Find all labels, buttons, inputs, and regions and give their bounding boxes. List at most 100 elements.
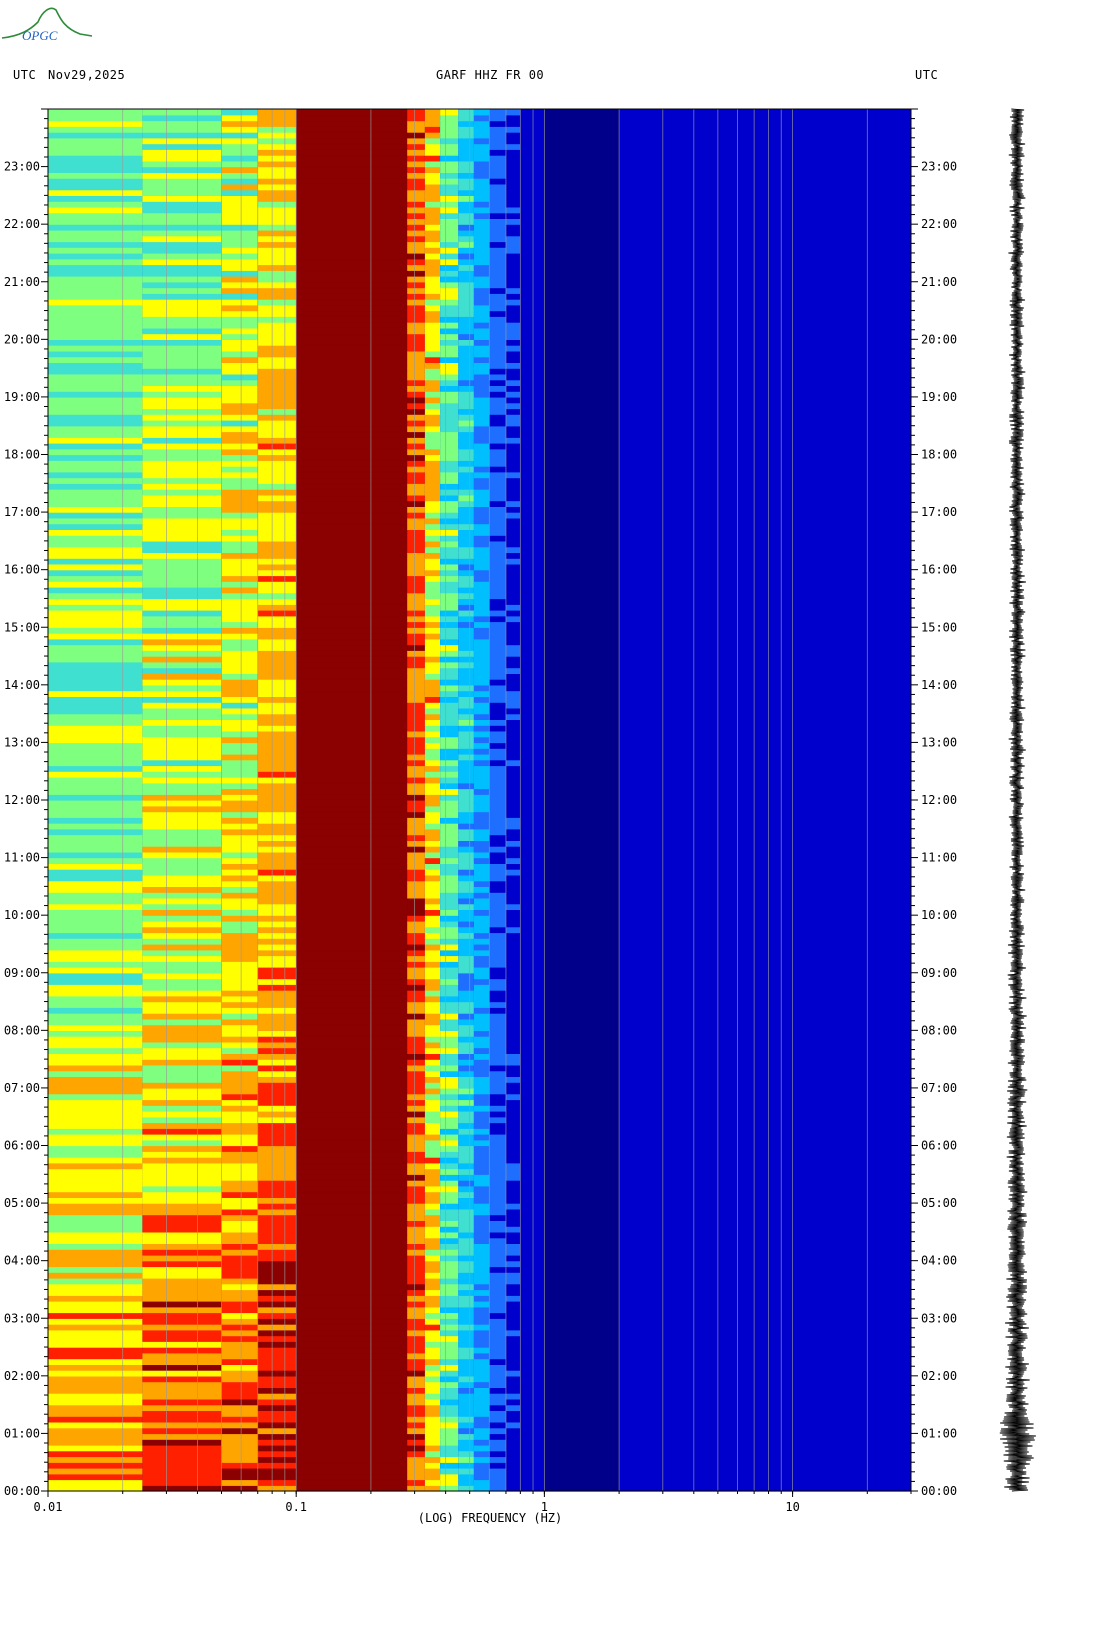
spectrogram-cell	[407, 1087, 425, 1095]
spectrogram-cell	[489, 201, 506, 208]
spectrogram-cell	[296, 402, 408, 410]
spectrogram-cell	[520, 500, 545, 507]
spectrogram-cell	[619, 1018, 911, 1026]
spectrogram-cell	[489, 1087, 506, 1095]
spectrogram-cell	[142, 1295, 222, 1302]
spectrogram-cell	[489, 598, 506, 605]
spectrogram-cell	[489, 1398, 506, 1406]
spectrogram-cell	[458, 247, 474, 254]
spectrogram-cell	[505, 1312, 521, 1319]
spectrogram-cell	[505, 1087, 521, 1095]
spectrogram-cell	[296, 425, 408, 433]
spectrogram-cell	[257, 137, 297, 145]
spectrogram-cell	[407, 345, 425, 352]
spectrogram-cell	[221, 1324, 258, 1331]
spectrogram-cell	[48, 402, 143, 410]
spectrogram-cell	[142, 1237, 222, 1244]
spectrogram-cell	[221, 656, 258, 663]
spectrogram-cell	[296, 1053, 408, 1060]
spectrogram-cell	[489, 437, 506, 444]
spectrogram-cell	[619, 132, 911, 139]
spectrogram-cell	[296, 1001, 408, 1008]
spectrogram-cell	[440, 500, 459, 507]
spectrogram-cell	[440, 1105, 459, 1112]
spectrogram-cell	[520, 1352, 545, 1360]
spectrogram-cell	[48, 114, 143, 122]
spectrogram-cell	[544, 546, 620, 553]
spectrogram-cell	[407, 512, 425, 519]
spectrogram-cell	[142, 1427, 222, 1435]
spectrogram-cell	[505, 1272, 521, 1279]
spectrogram-cell	[407, 1277, 425, 1285]
spectrogram-cell	[407, 183, 425, 191]
spectrogram-cell	[544, 1272, 620, 1279]
spectrogram-cell	[473, 1387, 490, 1394]
spectrogram-cell	[407, 126, 425, 133]
spectrogram-cell	[440, 1220, 459, 1227]
spectrogram-cell	[257, 1197, 297, 1204]
spectrogram-cell	[424, 166, 441, 173]
y-tick-label-left: 23:00	[4, 160, 40, 174]
spectrogram-cell	[257, 212, 297, 219]
spectrogram-cell	[296, 477, 408, 484]
spectrogram-cell	[458, 920, 474, 928]
spectrogram-cell	[407, 1001, 425, 1008]
spectrogram-cell	[221, 1041, 258, 1049]
spectrogram-cell	[440, 201, 459, 208]
spectrogram-cell	[520, 1433, 545, 1440]
spectrogram-cell	[489, 529, 506, 536]
spectrogram-cell	[544, 581, 620, 588]
spectrogram-cell	[407, 1024, 425, 1031]
spectrogram-cell	[458, 454, 474, 461]
spectrogram-cell	[473, 1070, 490, 1077]
spectrogram-cell	[489, 1099, 506, 1106]
spectrogram-cell	[544, 863, 620, 870]
spectrogram-cell	[458, 610, 474, 617]
spectrogram-cell	[544, 431, 620, 438]
spectrogram-cell	[440, 679, 459, 686]
spectrogram-cell	[424, 1450, 441, 1458]
spectrogram-cell	[221, 955, 258, 962]
spectrogram-cell	[407, 299, 425, 306]
spectrogram-cell	[520, 264, 545, 271]
spectrogram-cell	[296, 1352, 408, 1360]
spectrogram-cell	[48, 1105, 143, 1112]
spectrogram-cell	[505, 1444, 521, 1452]
spectrogram-cell	[48, 961, 143, 968]
spectrogram-cell	[424, 586, 441, 594]
spectrogram-cell	[619, 368, 911, 375]
spectrogram-cell	[544, 1105, 620, 1112]
spectrogram-cell	[619, 869, 911, 876]
spectrogram-cell	[544, 794, 620, 801]
spectrogram-cell	[48, 1162, 143, 1170]
spectrogram-cell	[424, 748, 441, 755]
spectrogram-cell	[619, 327, 911, 335]
spectrogram-cell	[142, 454, 222, 461]
spectrogram-cell	[458, 437, 474, 444]
spectrogram-cell	[407, 1093, 425, 1101]
spectrogram-cell	[489, 333, 506, 340]
spectrogram-cell	[221, 736, 258, 744]
spectrogram-cell	[296, 707, 408, 715]
spectrogram-cell	[544, 1041, 620, 1049]
spectrogram-cell	[520, 1312, 545, 1319]
spectrogram-cell	[424, 972, 441, 980]
spectrogram-cell	[424, 851, 441, 859]
spectrogram-cell	[407, 1410, 425, 1417]
spectrogram-cell	[142, 834, 222, 841]
spectrogram-cell	[505, 1082, 521, 1089]
spectrogram-cell	[520, 846, 545, 853]
spectrogram-cell	[619, 241, 911, 248]
spectrogram-cell	[619, 1013, 911, 1020]
spectrogram-cell	[48, 702, 143, 709]
spectrogram-cell	[48, 345, 143, 352]
spectrogram-cell	[619, 1352, 911, 1360]
spectrogram-cell	[440, 483, 459, 490]
spectrogram-cell	[440, 1301, 459, 1308]
spectrogram-cell	[520, 206, 545, 214]
spectrogram-cell	[48, 1416, 143, 1423]
spectrogram-cell	[221, 990, 258, 997]
spectrogram-cell	[296, 759, 408, 767]
spectrogram-cell	[221, 823, 258, 830]
spectrogram-cell	[296, 610, 408, 617]
